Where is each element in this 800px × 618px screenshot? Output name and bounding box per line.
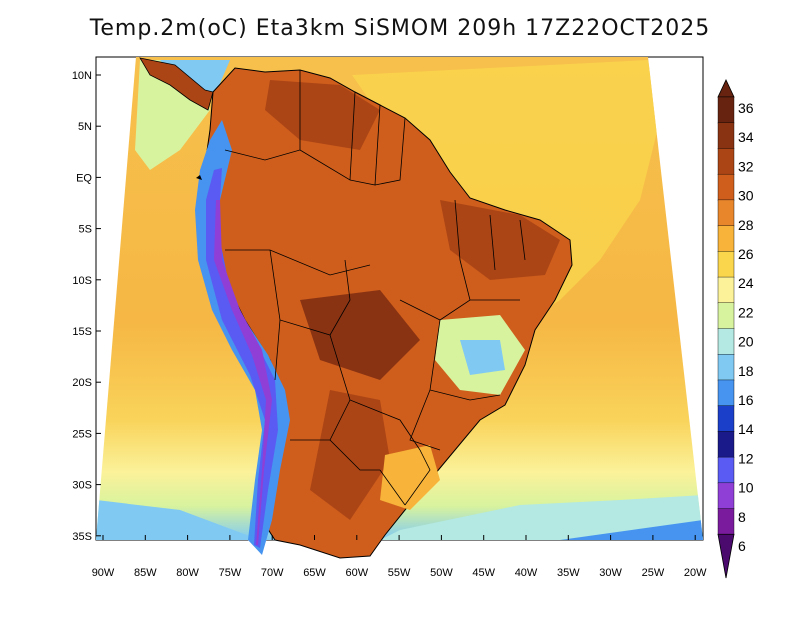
colorbar-segment bbox=[717, 328, 735, 355]
central-america bbox=[139, 57, 214, 180]
atlantic-warm-zone bbox=[352, 60, 660, 320]
colorbar-segment bbox=[717, 456, 735, 484]
colorbar-label: 6 bbox=[738, 538, 746, 554]
lon-tick-label: 40W bbox=[515, 567, 538, 579]
map-title: Temp.2m(oC) Eta3km SiSMOM 209h 17Z22OCT2… bbox=[89, 16, 711, 41]
colorbar-label: 8 bbox=[738, 509, 746, 525]
lon-tick-label: 20W bbox=[684, 567, 707, 579]
colorbar-segment bbox=[717, 225, 735, 253]
lat-tick-label: 25S bbox=[72, 428, 92, 440]
country-borders bbox=[224, 70, 526, 506]
lat-tick-label: 15S bbox=[72, 326, 92, 338]
lat-tick-label: 20S bbox=[72, 377, 92, 389]
colorbar: 36 34 32 30 28 26 24 22 20 18 16 14 12 10 8 6 bbox=[717, 79, 754, 579]
colorbar-segment bbox=[717, 122, 735, 150]
andes-colder bbox=[206, 168, 278, 548]
lon-tick-label: 50W bbox=[430, 567, 453, 579]
lat-tick-label: EQ bbox=[76, 172, 92, 184]
lat-tick-label: 10N bbox=[72, 70, 92, 82]
panama-isthmus bbox=[139, 57, 214, 111]
colorbar-segment bbox=[717, 508, 735, 535]
colorbar-bottom-arrow bbox=[717, 533, 735, 579]
colorbar-label: 12 bbox=[738, 450, 754, 466]
lon-tick-label: 85W bbox=[134, 567, 157, 579]
lon-tick-label: 45W bbox=[472, 567, 495, 579]
colorbar-label: 36 bbox=[738, 100, 754, 116]
colorbar-segment bbox=[717, 199, 735, 227]
lon-tick-label: 90W bbox=[92, 567, 115, 579]
lon-tick-label: 75W bbox=[219, 567, 242, 579]
lat-tick-label: 30S bbox=[72, 480, 92, 492]
colorbar-label: 16 bbox=[738, 392, 754, 408]
colorbar-label: 30 bbox=[738, 188, 754, 204]
andes-coldest bbox=[214, 200, 272, 545]
colorbar-label: 14 bbox=[738, 421, 754, 437]
lat-tick-label: 10S bbox=[72, 275, 92, 287]
lon-tick-label: 70W bbox=[261, 567, 284, 579]
south-pacific-cool bbox=[96, 500, 260, 540]
colorbar-label: 32 bbox=[738, 158, 754, 174]
lat-tick-label: 5N bbox=[78, 121, 92, 133]
lat-tick-label: 35S bbox=[72, 531, 92, 543]
colorbar-segment bbox=[717, 302, 735, 330]
lon-tick-label: 35W bbox=[557, 567, 580, 579]
colorbar-segment bbox=[717, 354, 735, 381]
colorbar-segment bbox=[717, 148, 735, 175]
colorbar-segment bbox=[717, 251, 735, 278]
lon-tick-label: 80W bbox=[176, 567, 199, 579]
colorbar-label: 26 bbox=[738, 246, 754, 262]
colorbar-label: 34 bbox=[738, 129, 754, 145]
colorbar-segment bbox=[717, 276, 735, 304]
lon-tick-label: 25W bbox=[642, 567, 665, 579]
south-atlantic-cool bbox=[380, 495, 703, 540]
colorbar-segment bbox=[717, 431, 735, 458]
latitude-axis: 10N 5N EQ 5S 10S 15S 20S 25S 30S 35S bbox=[72, 70, 101, 543]
colorbar-segment bbox=[717, 482, 735, 510]
colorbar-label: 24 bbox=[738, 275, 754, 291]
colorbar-top-arrow bbox=[717, 79, 735, 98]
colorbar-segment bbox=[717, 379, 735, 407]
colorbar-label: 10 bbox=[738, 480, 754, 496]
south-brazil-warm bbox=[380, 445, 440, 510]
south-atlantic-cold bbox=[560, 520, 703, 540]
land-hotter-north bbox=[265, 80, 380, 150]
highlands-cooler bbox=[460, 340, 505, 375]
colorbar-segment bbox=[717, 405, 735, 433]
land-hotter-northeast bbox=[440, 200, 560, 280]
galapagos-islands bbox=[196, 175, 202, 180]
colorbar-segment bbox=[717, 173, 735, 201]
land-hottest-central bbox=[300, 290, 420, 380]
lat-tick-label: 5S bbox=[79, 224, 92, 236]
colorbar-label: 18 bbox=[738, 363, 754, 379]
lon-tick-label: 55W bbox=[388, 567, 411, 579]
colorbar-label: 22 bbox=[738, 304, 754, 320]
lon-tick-label: 30W bbox=[599, 567, 622, 579]
land-hotter-chaco bbox=[310, 390, 390, 520]
colorbar-label: 28 bbox=[738, 217, 754, 233]
colorbar-segment bbox=[717, 96, 735, 124]
south-america bbox=[195, 67, 573, 559]
lon-tick-label: 65W bbox=[303, 567, 326, 579]
longitude-axis: 90W 85W 80W 75W 70W 65W 60W 55W 50W 45W 40W 35W 30W 2… bbox=[92, 535, 707, 579]
colorbar-label: 20 bbox=[738, 334, 754, 350]
lon-tick-label: 60W bbox=[345, 567, 368, 579]
